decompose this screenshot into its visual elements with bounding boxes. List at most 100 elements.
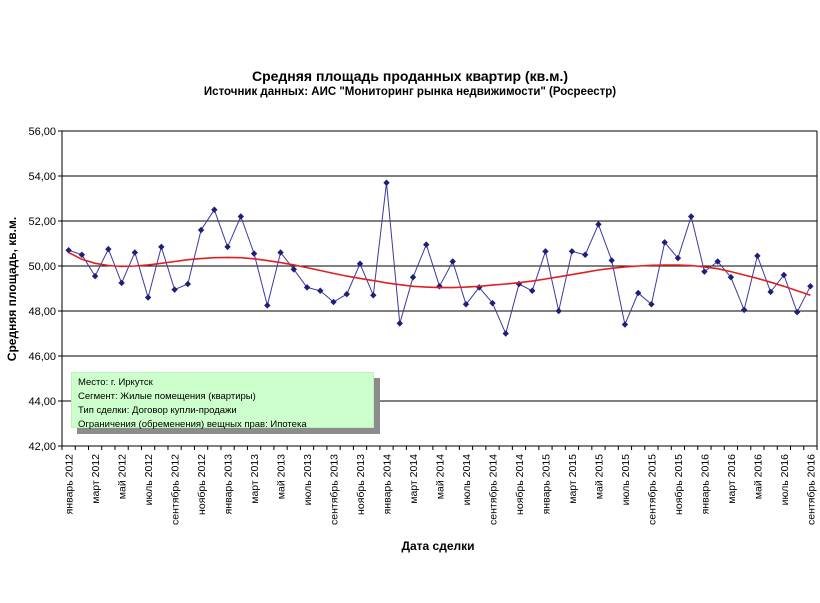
data-point — [754, 252, 761, 260]
data-point — [330, 298, 337, 306]
data-point — [674, 254, 682, 262]
data-point — [542, 248, 549, 255]
data-point — [158, 243, 165, 251]
data-point — [462, 301, 470, 308]
x-tick-label: ноябрь 2015 — [673, 454, 685, 515]
data-point — [423, 241, 430, 248]
info-restrictions: Ограничения (обременения) вещных прав: И… — [78, 419, 307, 430]
x-tick-label: май 2016 — [752, 454, 764, 499]
y-axis-label: Средняя площадь, кв.м. — [5, 217, 19, 361]
x-tick-label: март 2015 — [567, 454, 579, 504]
data-point — [264, 302, 271, 309]
data-point — [409, 274, 417, 281]
y-tick-label: 52,00 — [28, 216, 56, 228]
data-point — [131, 249, 139, 256]
y-tick-label: 44,00 — [28, 396, 56, 408]
data-point — [780, 271, 788, 279]
y-tick-label: 54,00 — [28, 171, 56, 183]
x-tick-label: июль 2013 — [302, 454, 314, 506]
x-tick-label: январь 2014 — [382, 454, 394, 515]
data-point — [78, 251, 86, 258]
info-box: Место: г. Иркутск Сегмент: Жилые помещен… — [71, 372, 374, 430]
data-point — [807, 283, 814, 290]
x-axis-ticks: январь 2012 март 2012 май 2012 июль 2012 сен… — [61, 446, 818, 525]
trend-line — [68, 251, 811, 296]
x-tick-label: май 2014 — [435, 454, 447, 499]
data-point — [317, 287, 324, 294]
x-tick-label: ноябрь 2012 — [196, 454, 208, 515]
x-tick-label: сентябрь 2014 — [487, 454, 499, 525]
x-tick-label: март 2014 — [408, 454, 420, 504]
info-deal-type: Тип сделки: Договор купли-продажи — [78, 405, 237, 416]
data-point — [740, 306, 748, 314]
x-tick-label: январь 2015 — [540, 454, 552, 515]
x-tick-label: январь 2012 — [64, 454, 76, 515]
x-axis-label: Дата сделки — [401, 539, 474, 553]
data-point — [515, 280, 523, 288]
x-tick-label: январь 2013 — [223, 454, 235, 515]
data-point — [555, 307, 562, 315]
data-point — [105, 245, 112, 253]
data-point — [793, 308, 801, 316]
x-tick-label: ноябрь 2014 — [514, 454, 526, 515]
data-point — [648, 301, 655, 308]
data-point — [767, 288, 774, 296]
x-tick-label: май 2015 — [593, 454, 605, 499]
data-point — [687, 213, 695, 220]
data-point — [171, 286, 178, 293]
info-segment: Сегмент: Жилые помещения (квартиры) — [78, 391, 256, 402]
data-point — [211, 206, 218, 213]
data-point — [65, 247, 72, 254]
data-point — [489, 299, 496, 307]
chart-title: Средняя площадь проданных квартир (кв.м.… — [251, 68, 569, 84]
y-tick-label: 42,00 — [28, 441, 56, 453]
data-point — [237, 213, 245, 220]
data-point — [582, 251, 589, 258]
data-point — [144, 294, 152, 301]
data-point — [91, 272, 99, 280]
data-point — [621, 321, 629, 328]
data-point — [250, 250, 258, 257]
x-tick-label: май 2013 — [276, 454, 288, 499]
x-tick-label: май 2012 — [117, 454, 129, 499]
data-point — [277, 249, 284, 256]
y-tick-label: 48,00 — [28, 306, 56, 318]
data-point — [568, 248, 576, 255]
x-tick-label: сентябрь 2012 — [170, 454, 182, 525]
data-point — [370, 292, 377, 299]
x-tick-label: март 2013 — [249, 454, 261, 504]
y-tick-label: 56,00 — [28, 126, 56, 138]
data-point — [661, 239, 668, 246]
series-layer — [65, 179, 814, 337]
data-point — [118, 279, 125, 287]
data-point — [184, 280, 192, 288]
data-point — [224, 243, 231, 251]
y-tick-label: 50,00 — [28, 261, 56, 273]
x-tick-label: ноябрь 2013 — [355, 454, 367, 515]
x-tick-label: март 2016 — [726, 454, 738, 504]
x-tick-label: сентябрь 2016 — [805, 454, 817, 525]
data-point — [290, 266, 297, 273]
data-point — [197, 226, 205, 234]
info-location: Место: г. Иркутск — [78, 377, 153, 388]
x-tick-label: июль 2012 — [143, 454, 155, 506]
data-point — [396, 320, 403, 327]
data-point — [303, 284, 311, 291]
x-tick-label: март 2012 — [90, 454, 102, 504]
x-tick-label: июль 2015 — [620, 454, 632, 506]
data-point — [449, 258, 456, 265]
data-point — [356, 260, 364, 267]
data-point — [595, 221, 602, 228]
data-point — [529, 287, 536, 294]
x-tick-label: июль 2016 — [779, 454, 791, 506]
data-point — [502, 330, 509, 337]
data-point — [343, 290, 350, 298]
data-point — [727, 274, 735, 281]
data-point — [383, 179, 390, 186]
data-point — [436, 283, 443, 290]
x-tick-label: январь 2016 — [699, 454, 711, 515]
data-point — [608, 257, 615, 264]
data-point — [714, 258, 721, 265]
chart-subtitle: Источник данных: АИС "Мониторинг рынка н… — [203, 86, 617, 98]
